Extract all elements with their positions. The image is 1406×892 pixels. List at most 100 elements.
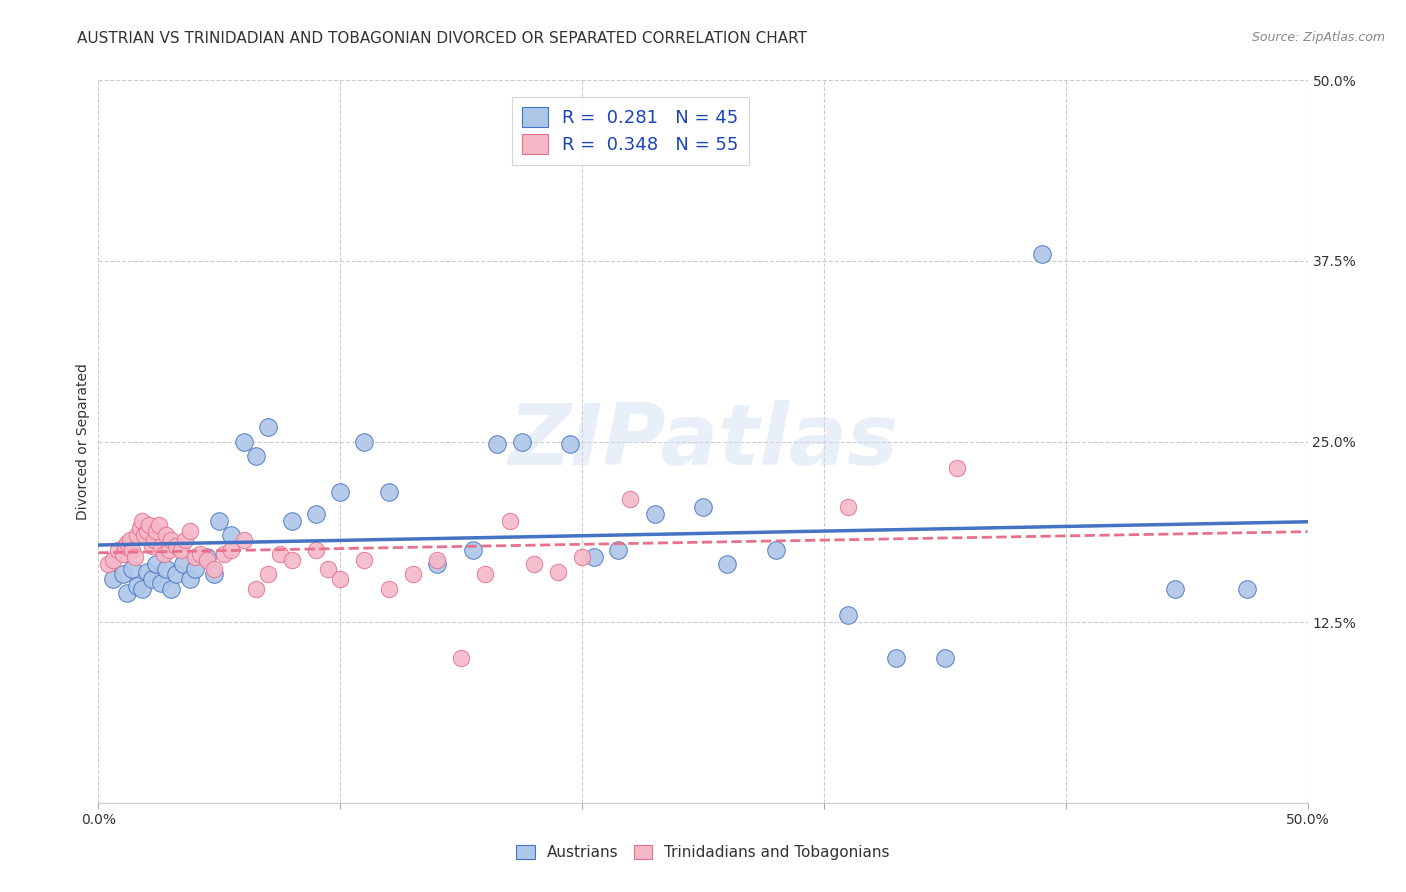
Point <box>329 485 352 500</box>
Point <box>221 542 243 557</box>
Point <box>174 533 197 547</box>
Point <box>141 539 163 553</box>
Point <box>111 547 134 561</box>
Point <box>353 434 375 449</box>
Text: ZIPatlas: ZIPatlas <box>508 400 898 483</box>
Point <box>179 524 201 538</box>
Point <box>195 553 218 567</box>
Y-axis label: Divorced or Separated: Divorced or Separated <box>76 363 90 520</box>
Point <box>135 565 157 579</box>
Point <box>692 500 714 514</box>
Point <box>143 533 166 547</box>
Point <box>152 547 174 561</box>
Point <box>127 528 149 542</box>
Point <box>316 562 339 576</box>
Point <box>269 547 291 561</box>
Point <box>1031 246 1053 260</box>
Point <box>141 572 163 586</box>
Point <box>121 562 143 576</box>
Point <box>101 553 124 567</box>
Point <box>558 437 581 451</box>
Point <box>128 521 150 535</box>
Point <box>426 553 449 567</box>
Point <box>204 562 226 576</box>
Point <box>127 579 149 593</box>
Point <box>377 582 399 596</box>
Point <box>134 528 156 542</box>
Point <box>256 567 278 582</box>
Point <box>169 542 191 557</box>
Point <box>184 550 207 565</box>
Point <box>474 567 496 582</box>
Point <box>184 562 207 576</box>
Point <box>121 542 143 557</box>
Point <box>188 547 211 561</box>
Text: Source: ZipAtlas.com: Source: ZipAtlas.com <box>1251 31 1385 45</box>
Point <box>498 514 520 528</box>
Point <box>204 567 226 582</box>
Point <box>117 586 139 600</box>
Point <box>329 572 352 586</box>
Point <box>463 542 485 557</box>
Point <box>97 558 120 572</box>
Point <box>131 514 153 528</box>
Point <box>145 558 167 572</box>
Point <box>212 547 235 561</box>
Point <box>172 558 194 572</box>
Point <box>232 533 254 547</box>
Point <box>208 514 231 528</box>
Point <box>118 533 141 547</box>
Point <box>160 582 183 596</box>
Point <box>165 539 187 553</box>
Point <box>644 507 666 521</box>
Point <box>281 514 304 528</box>
Point <box>107 542 129 557</box>
Point <box>179 572 201 586</box>
Point <box>583 550 606 565</box>
Point <box>377 485 399 500</box>
Point <box>138 518 160 533</box>
Point <box>837 607 859 622</box>
Point <box>155 528 177 542</box>
Point <box>256 420 278 434</box>
Point <box>114 539 136 553</box>
Point <box>155 562 177 576</box>
Point <box>117 535 139 549</box>
Point <box>245 449 267 463</box>
Point <box>486 437 509 451</box>
Point <box>607 542 630 557</box>
Point <box>221 528 243 542</box>
Point <box>281 553 304 567</box>
Point <box>765 542 787 557</box>
Point <box>160 533 183 547</box>
Point <box>1163 582 1185 596</box>
Point <box>946 460 969 475</box>
Point <box>510 434 533 449</box>
Point <box>1236 582 1258 596</box>
Point <box>195 550 218 565</box>
Point <box>547 565 569 579</box>
Point <box>131 582 153 596</box>
Point <box>135 524 157 538</box>
Point <box>305 542 328 557</box>
Point <box>111 567 134 582</box>
Legend: Austrians, Trinidadians and Tobagonians: Austrians, Trinidadians and Tobagonians <box>516 845 890 860</box>
Point <box>450 651 472 665</box>
Point <box>934 651 956 665</box>
Point <box>232 434 254 449</box>
Point <box>571 550 593 565</box>
Point <box>716 558 738 572</box>
Point <box>426 558 449 572</box>
Text: AUSTRIAN VS TRINIDADIAN AND TOBAGONIAN DIVORCED OR SEPARATED CORRELATION CHART: AUSTRIAN VS TRINIDADIAN AND TOBAGONIAN D… <box>77 31 807 46</box>
Point <box>837 500 859 514</box>
Point <box>619 492 641 507</box>
Point <box>148 518 170 533</box>
Point <box>305 507 328 521</box>
Point <box>165 567 187 582</box>
Point <box>523 558 546 572</box>
Point <box>101 572 124 586</box>
Point <box>124 550 146 565</box>
Point <box>150 576 173 591</box>
Point <box>402 567 425 582</box>
Point <box>150 539 173 553</box>
